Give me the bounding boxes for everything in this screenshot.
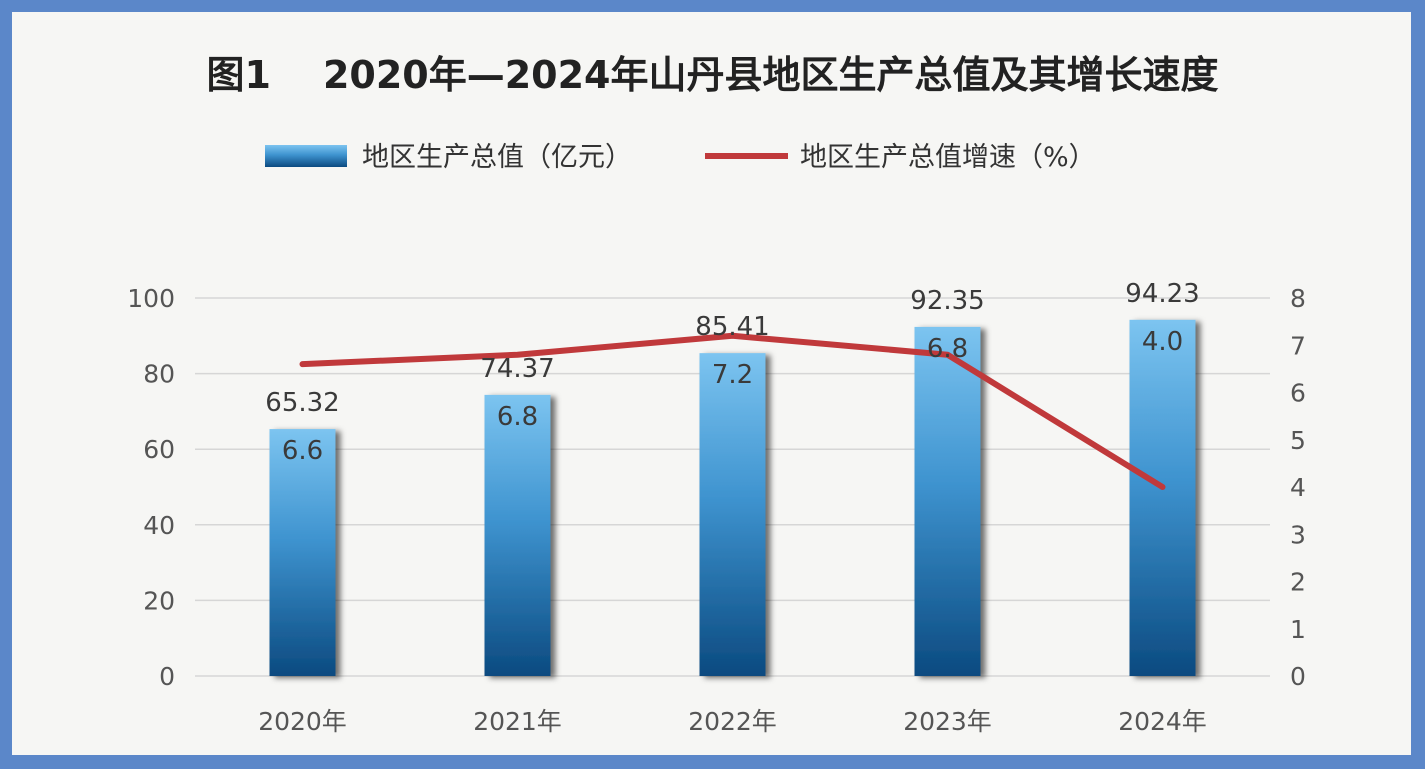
x-tick-label: 2024年 [1118,707,1207,736]
y-right-tick-label: 4 [1290,473,1306,502]
line-value-label: 7.2 [712,360,753,390]
y-right-tick-label: 6 [1290,379,1306,408]
bar-value-label: 94.23 [1125,279,1199,309]
y-right-tick-label: 8 [1290,284,1306,313]
y-right-tick-label: 1 [1290,615,1306,644]
y-right-tick-label: 2 [1290,568,1306,597]
line-value-label: 4.0 [1142,327,1183,357]
line-value-label: 6.8 [497,402,538,432]
x-tick-label: 2022年 [688,707,777,736]
y-left-tick-label: 20 [143,586,175,615]
y-left-tick-label: 80 [143,360,175,389]
bar-value-label: 85.41 [695,312,769,342]
bar-series [269,319,1196,676]
bar [699,353,766,676]
y-right-tick-label: 3 [1290,520,1306,549]
legend-bar-label: 地区生产总值（亿元） [362,142,632,173]
bar-value-label: 74.37 [480,354,554,384]
y-left-tick-label: 40 [143,511,175,540]
axes: 0 20 40 60 80 100 0 1 2 3 4 5 6 7 8 2020年 2021年 2022年 2023… [127,284,1306,736]
legend-bar-swatch [265,145,347,167]
data-labels: 65.32 74.37 85.41 92.35 94.23 6.6 6.8 7.2 6.8 4.0 [265,279,1199,466]
legend-line-label: 地区生产总值增速（%） [800,142,1096,173]
x-tick-label: 2021年 [473,707,562,736]
y-left-tick-label: 60 [143,435,175,464]
y-left-tick-label: 100 [127,284,175,313]
bar [269,429,336,676]
legend: 地区生产总值（亿元） 地区生产总值增速（%） [265,142,1096,173]
bar [484,394,551,676]
y-right-tick-label: 0 [1290,662,1306,691]
bar [1129,319,1196,676]
figure-number: 图1 [206,53,271,97]
x-tick-label: 2020年 [258,707,347,736]
bar [914,326,981,676]
y-left-tick-label: 0 [159,662,175,691]
x-tick-label: 2023年 [903,707,992,736]
line-value-label: 6.6 [282,436,323,466]
y-right-tick-label: 5 [1290,426,1306,455]
bar-value-label: 65.32 [265,388,339,418]
chart-title: 图1 2020年—2024年山丹县地区生产总值及其增长速度 [0,44,1425,99]
line-series [299,332,1166,490]
title-text: 2020年—2024年山丹县地区生产总值及其增长速度 [322,53,1219,97]
line-value-label: 6.8 [927,334,968,364]
bar-value-label: 92.35 [910,286,984,316]
y-right-tick-label: 7 [1290,331,1306,360]
